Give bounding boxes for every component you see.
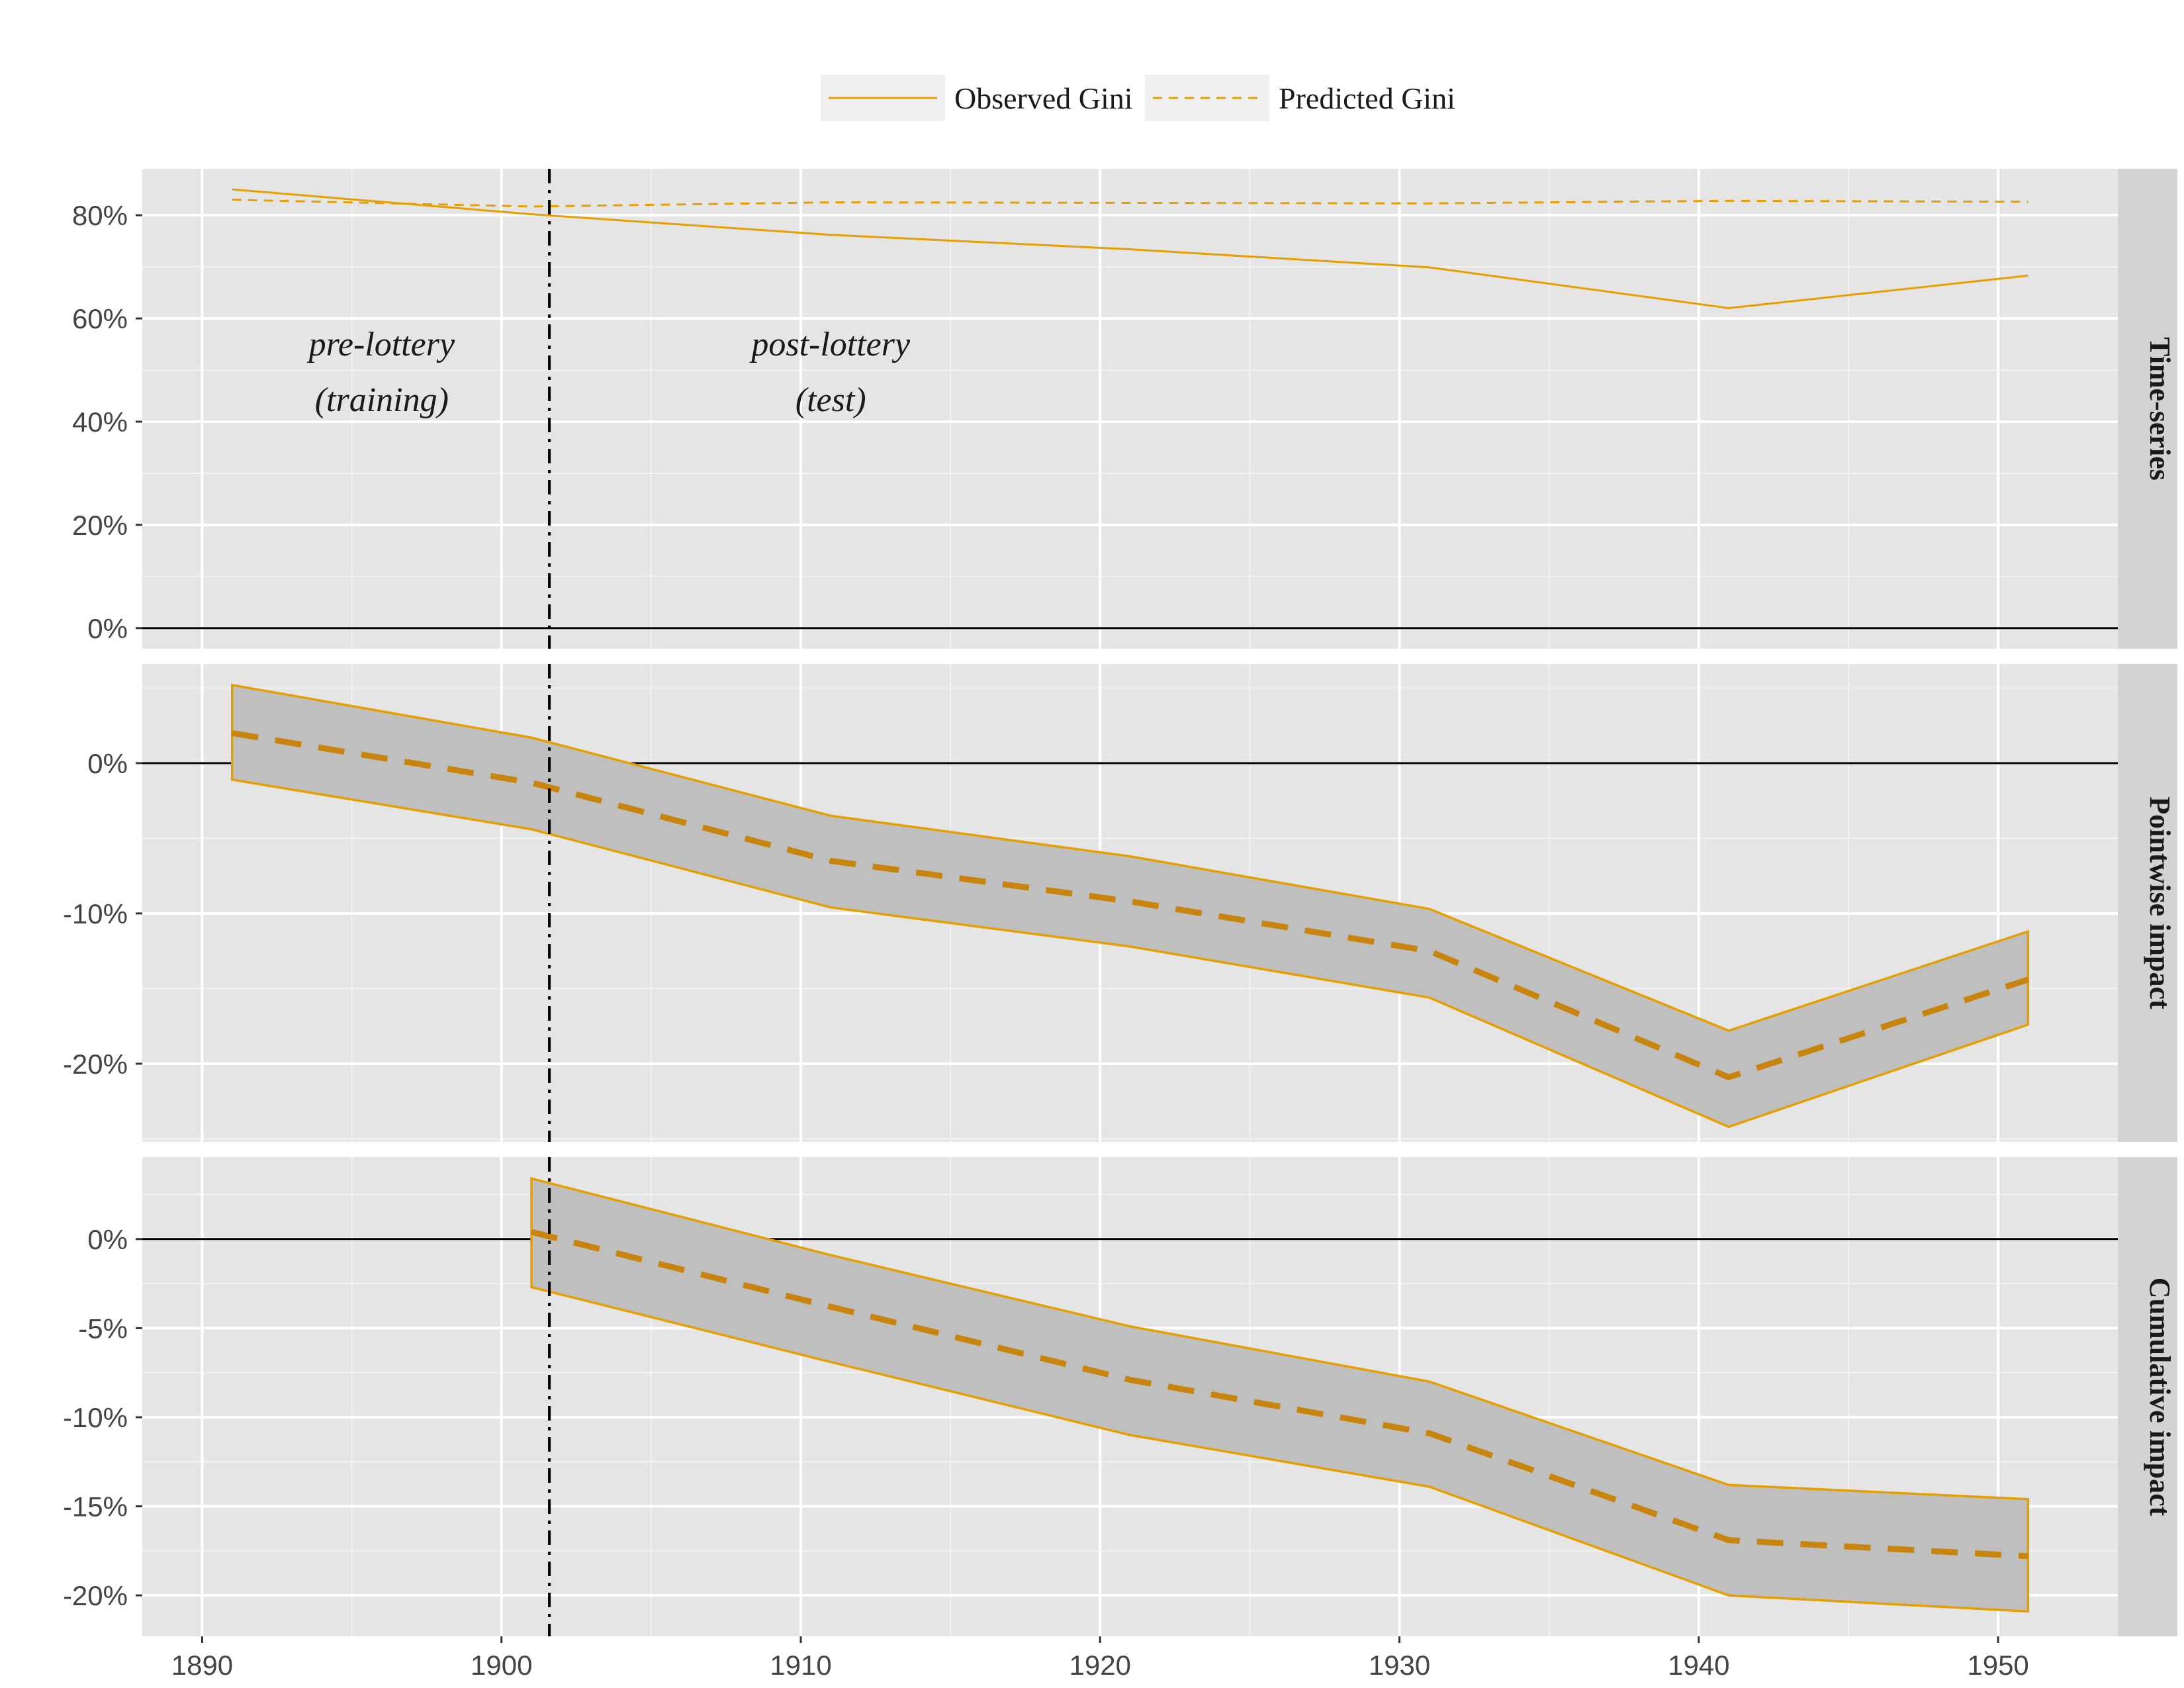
post-lottery-annotation: (test) bbox=[796, 381, 866, 419]
panels: 0% 20% 40% 60% 80% Time-series pre-lottery (tra… bbox=[63, 169, 2177, 1636]
observed-gini-line bbox=[232, 188, 2028, 309]
strip-background bbox=[2118, 664, 2177, 1142]
predicted-gini-line bbox=[232, 199, 2028, 208]
x-tick-label: 1910 bbox=[770, 1650, 831, 1681]
y-tick-label: 80% bbox=[72, 200, 128, 231]
pre-lottery-annotation: pre-lottery bbox=[306, 326, 455, 363]
impact-mean-line bbox=[530, 1229, 2028, 1560]
y-tick-label: 0% bbox=[87, 748, 128, 779]
y-tick-label: 40% bbox=[72, 406, 128, 438]
y-tick-label: -20% bbox=[63, 1049, 128, 1080]
x-tick-label: 1900 bbox=[471, 1650, 532, 1681]
strip-label: Pointwise impact bbox=[2144, 796, 2176, 1009]
legend: Observed Gini Predicted Gini bbox=[821, 75, 1455, 121]
panel-time-series: 0% 20% 40% 60% 80% Time-series pre-lottery (tra… bbox=[72, 169, 2177, 649]
strip-label: Time-series bbox=[2144, 337, 2176, 481]
y-tick-label: -5% bbox=[78, 1313, 128, 1344]
panel-pointwise-impact: -20% -10% 0% Pointwise impact bbox=[63, 664, 2177, 1142]
y-tick-label: 0% bbox=[87, 613, 128, 644]
y-tick-label: 0% bbox=[87, 1224, 128, 1255]
x-tick-label: 1930 bbox=[1369, 1650, 1430, 1681]
y-tick-label: -20% bbox=[63, 1580, 128, 1611]
y-tick-label: 60% bbox=[72, 303, 128, 334]
legend-item-observed: Observed Gini bbox=[821, 75, 1133, 121]
x-axis: 1890 1900 1910 1920 1930 1940 1950 bbox=[171, 1636, 2029, 1681]
strip-background bbox=[2118, 169, 2177, 649]
x-tick-label: 1940 bbox=[1668, 1650, 1729, 1681]
legend-label: Predicted Gini bbox=[1279, 81, 1455, 115]
y-tick-label: -15% bbox=[63, 1491, 128, 1523]
post-lottery-annotation: post-lottery bbox=[749, 326, 911, 363]
x-tick-label: 1950 bbox=[1967, 1650, 2028, 1681]
y-tick-label: -10% bbox=[63, 1402, 128, 1433]
y-tick-label: -10% bbox=[63, 898, 128, 929]
impact-mean-line bbox=[231, 730, 2029, 1081]
confidence-band bbox=[230, 683, 2030, 1129]
x-tick-label: 1920 bbox=[1069, 1650, 1131, 1681]
legend-item-predicted: Predicted Gini bbox=[1145, 75, 1455, 121]
confidence-band bbox=[530, 1177, 2030, 1613]
panel-cumulative-impact: -20% -15% -10% -5% 0% Cumulative impact bbox=[63, 1157, 2177, 1636]
pre-lottery-annotation: (training) bbox=[315, 381, 449, 419]
legend-label: Observed Gini bbox=[954, 81, 1133, 115]
strip-label: Cumulative impact bbox=[2144, 1278, 2176, 1517]
y-tick-label: 20% bbox=[72, 510, 128, 541]
x-tick-label: 1890 bbox=[171, 1650, 233, 1681]
strip-background bbox=[2118, 1157, 2177, 1636]
